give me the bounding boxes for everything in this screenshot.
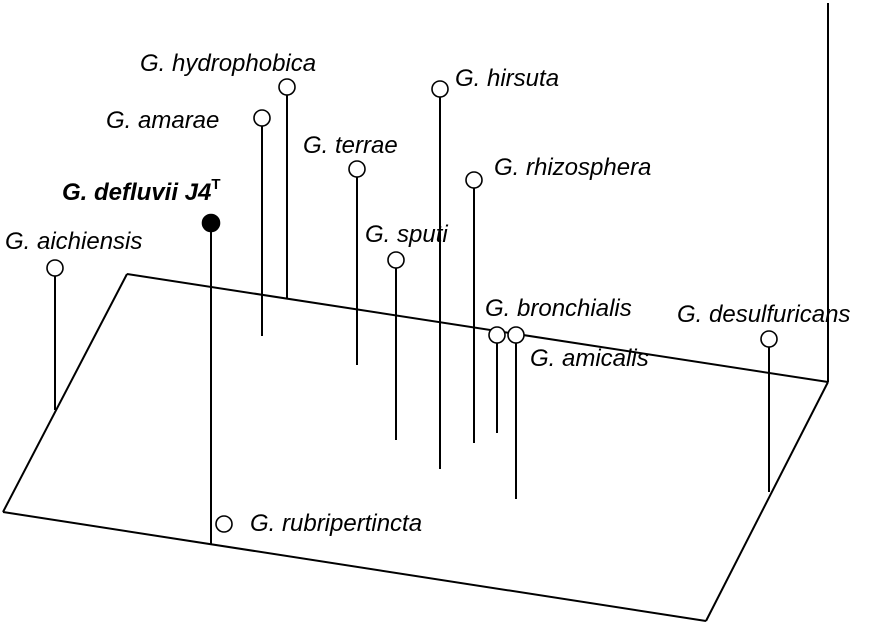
- marker-amarae: [253, 109, 271, 127]
- marker-rubripertincta: [215, 515, 233, 533]
- label-defluvii-superscript: T: [211, 176, 220, 193]
- point-labels: G. hydrophobica G. amarae G. hirsuta G. …: [5, 50, 850, 537]
- label-defluvii-name: G. defluvii J4: [62, 179, 211, 206]
- marker-desulfuricans: [760, 330, 778, 348]
- label-amicalis: G. amicalis: [530, 345, 649, 372]
- marker-hirsuta: [431, 80, 449, 98]
- marker-hydrophobica: [278, 78, 296, 96]
- stems: [54, 87, 770, 545]
- markers: [46, 78, 778, 533]
- label-amarae: G. amarae: [106, 107, 219, 134]
- plane-edge-left: [2, 273, 128, 513]
- marker-amicalis: [507, 326, 525, 344]
- plane-edge-front: [2, 511, 707, 622]
- plane-edge-back: [126, 273, 829, 383]
- marker-sputi: [387, 251, 405, 269]
- label-rubripertincta: G. rubripertincta: [250, 510, 422, 537]
- marker-bronchialis: [488, 326, 506, 344]
- label-hydrophobica: G. hydrophobica: [140, 50, 316, 77]
- label-aichiensis: G. aichiensis: [5, 228, 142, 255]
- marker-terrae: [348, 160, 366, 178]
- label-rhizosphera: G. rhizosphera: [494, 154, 651, 181]
- label-desulfuricans: G. desulfuricans: [677, 301, 850, 328]
- marker-aichiensis: [46, 259, 64, 277]
- label-terrae: G. terrae: [303, 132, 398, 159]
- label-bronchialis: G. bronchialis: [485, 295, 632, 322]
- marker-defluvii: [201, 213, 221, 233]
- chart-plane: [2, 3, 829, 622]
- plane-edge-right: [705, 381, 829, 622]
- label-defluvii: G. defluvii J4T: [62, 176, 221, 206]
- label-sputi: G. sputi: [365, 221, 448, 248]
- label-hirsuta: G. hirsuta: [455, 65, 559, 92]
- marker-rhizosphera: [465, 171, 483, 189]
